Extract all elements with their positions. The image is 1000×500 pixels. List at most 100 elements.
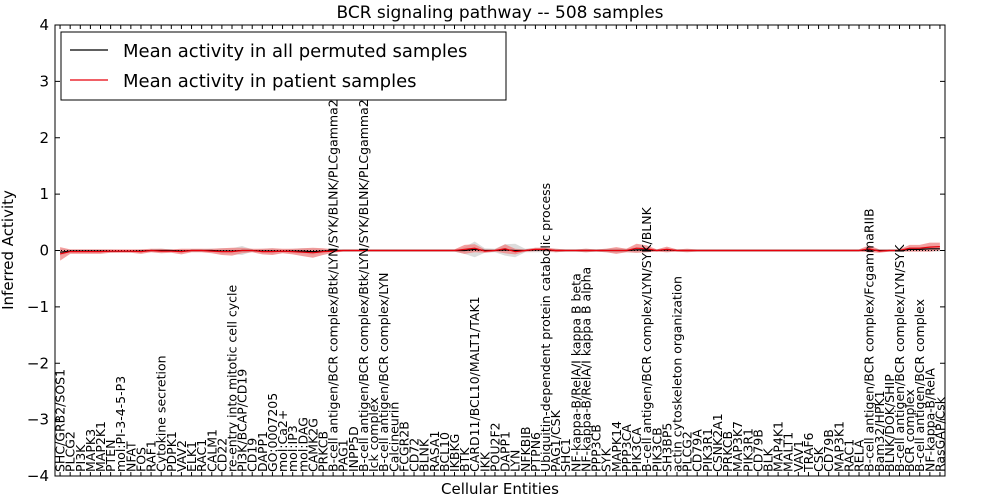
x-entity-label: CARD11/BCL10/MALT1/TAK1 [467,296,482,472]
x-entity-label: PIK3R1 [700,428,715,472]
x-entity-label: CAMK2G [305,418,320,472]
x-entity-label: TRAF6 [801,432,816,473]
x-entity-label: CSNK2A1 [710,413,725,472]
x-entity-label: IKBKG [447,434,462,472]
x-entity-label: PLCG2 [63,431,78,472]
x-entity-label: Bam32/HPK1 [872,390,887,472]
x-entity-label: MALT1 [781,432,796,472]
legend-label-patient: Mean activity in patient samples [123,71,417,92]
x-entity-label: RAC1 [194,439,209,472]
x-entity-label: PAG1/CSK [548,409,563,472]
x-entity-label: NF-kappa-B/RelA [922,368,937,472]
x-entity-label: ELK1 [184,441,199,472]
x-entity-label: B-cell antigen/BCR complex/Btk/LYN/SYK/B… [326,99,341,472]
x-entity-label: MAPK3 [83,429,98,472]
x-entity-label: DAPP1 [498,431,513,472]
x-entity-label: VAV1 [791,440,806,472]
x-entity-label: CALM1 [204,429,219,472]
x-entity-label: PIK3CA [629,427,644,472]
x-entity-label: CD22 [214,438,229,472]
x-entity-label: PAG1 [336,439,351,472]
x-entity-label: PDPK1 [164,431,179,472]
x-entity-label: CD19 [245,438,260,472]
x-entity-label: BTK [457,447,472,472]
x-entity-label: VAV2 [174,440,189,472]
x-entity-label: PIK3CB [649,427,664,472]
x-entity-label: NF-kappa-B/RelA/I kappa B beta [568,273,583,472]
x-entity-label: Ick complex [366,397,381,472]
x-entity-label: PTEN [103,440,118,472]
x-entity-label: RASA1 [427,431,442,472]
series-lines [55,246,945,255]
x-entity-label: BLK [761,447,776,472]
x-entity-label: NFAT [123,441,138,472]
x-entity-label: BLNK/DOK/SHIP [882,374,897,472]
x-axis-ticks [59,25,941,476]
y-tick-label: −4 [27,467,49,485]
y-axis-label: Inferred Activity [0,190,17,310]
x-axis-label: Cellular Entities [441,480,559,498]
x-entity-label: POU2F2 [487,422,502,472]
x-entity-label: Ubiquitin-dependent protein catabolic pr… [538,183,553,472]
x-entity-label: CD79B [750,429,765,472]
x-entity-label: SHC/GRB2/SOS1 [53,369,68,472]
x-entity-label: B-cell antigen/BCR complex/LYN/SYK [892,244,907,472]
y-tick-label: 2 [39,129,49,147]
x-entity-label: PPP3CB [589,424,604,472]
x-entity-label: INPP5D [346,426,361,472]
x-entity-label: actin cytoskeleton organization [670,276,685,472]
x-entity-label: Calcineurin [386,402,401,472]
x-entity-label: mol:DAG [295,417,310,472]
x-entity-label: PRKCB [720,431,735,472]
x-entity-label: MAP3K1 [831,421,846,472]
y-tick-label: 0 [39,242,49,260]
chart-title: BCR signaling pathway -- 508 samples [336,3,663,23]
x-entity-label: BCR complex [902,389,917,472]
x-entity-label: PI3K/BCAP/CD19 [235,369,250,472]
x-entity-label: B-cell antigen/BCR complex/Btk/LYN/SYK/B… [356,99,371,472]
x-entity-label: FOS [134,447,149,472]
x-entity-label: BCL10 [437,432,452,472]
x-entity-label: MAP3K7 [730,421,745,472]
x-entity-label: B-cell antigen/BCR complex/FcgammaRIIB [862,208,877,472]
x-entity-label: RAF1 [144,440,159,472]
y-tick-label: 1 [39,185,49,203]
x-entity-label: RELA [852,439,867,472]
legend-label-permuted: Mean activity in all permuted samples [123,41,467,62]
x-entity-label: mol:IP3 [285,425,300,472]
y-tick-label: −3 [27,411,49,429]
x-entity-label: PRKCB [316,431,331,472]
x-entity-label: BLNK [417,438,432,472]
x-entity-label: NF-kappa-B/RelA/I kappa B alpha [579,267,594,472]
x-entity-label: PTPN6 [528,432,543,472]
y-tick-label: −2 [27,354,49,372]
x-entity-label: CD79B [821,429,836,472]
x-entity-label: MAP4K1 [771,421,786,472]
x-entity-label: CD72 [407,438,422,472]
x-entity-label: NFKBIB [518,426,533,472]
x-entity-label: mol:Ca2+ [275,410,290,472]
x-entity-label: CSK [811,446,826,472]
x-entity-label: PLCG2 [680,431,695,472]
x-entity-label: SH3BP5 [659,423,674,472]
x-entity-label: B-cell antigen/BCR complex/LYN [376,273,391,473]
y-axis-ticks: 4 3 2 1 0 −1 −2 −3 −4 [27,16,945,485]
x-entity-label: PIK3R1 [740,428,755,472]
x-entity-label: B-cell antigen/BCR complex [912,299,927,472]
x-entity-label: re-entry into mitotic cell cycle [225,284,240,472]
x-entity-label: GO:0007205 [265,393,280,472]
x-entity-label: DAPP1 [255,431,270,472]
x-entity-label: PI3K [73,444,88,472]
patient-series-line [59,246,940,255]
x-entity-label: mol:PI-3-4-5-P3 [113,376,128,472]
x-entity-label: IKK [477,451,492,472]
x-entity-label: SHC1 [558,438,573,472]
y-tick-label: 4 [39,16,49,34]
x-entity-label: CD79A [690,429,705,472]
legend: Mean activity in all permuted samples Me… [60,31,507,101]
x-entity-label: B-cell antigen/BCR complex/LYN/SYK/BLNK [639,206,654,472]
x-entity-label: PPP3CA [619,424,634,472]
x-entity-label: Cytokine secretion [154,355,169,472]
legend-box [60,31,507,101]
